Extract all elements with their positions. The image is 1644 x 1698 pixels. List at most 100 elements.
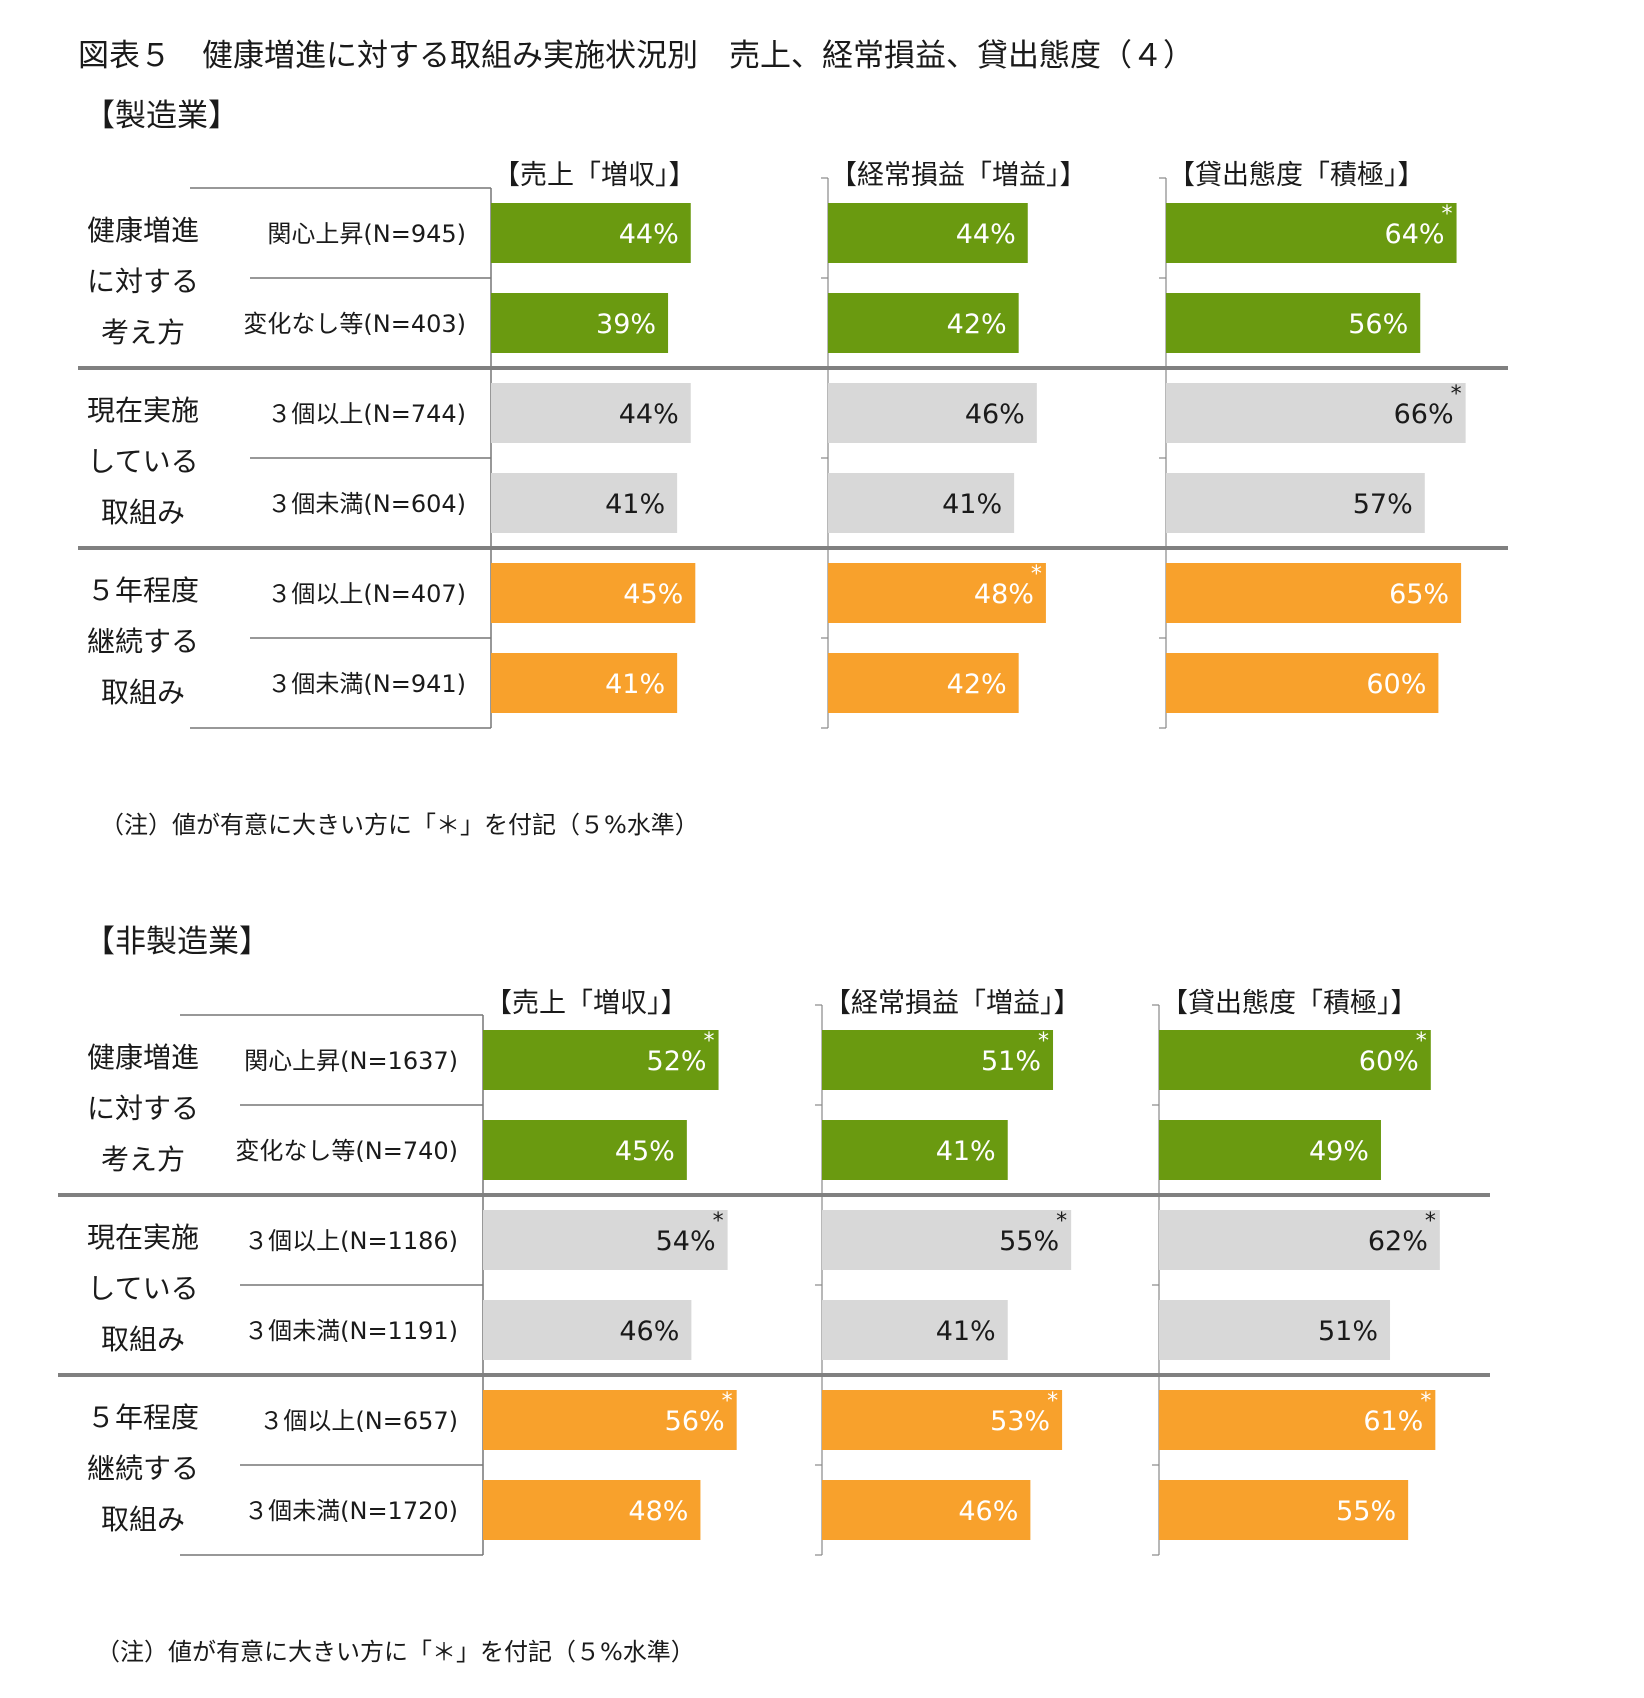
group-label-line: 取組み — [101, 1503, 185, 1536]
bar — [483, 1030, 719, 1090]
bar-value-label: 52% — [647, 1046, 707, 1077]
bar — [822, 1480, 1031, 1540]
bar — [822, 1030, 1054, 1090]
bar-value-label: 48% — [628, 1496, 688, 1527]
series-header-1: 【経常損益「増益」】 — [830, 160, 1087, 191]
bar-value-label: 56% — [665, 1406, 725, 1437]
group-label-line: している — [87, 445, 198, 478]
bar-value-label: 39% — [596, 309, 656, 340]
row-label: 関心上昇(N=1637) — [244, 1047, 458, 1075]
row-label: ３個以上(N=657) — [259, 1407, 458, 1435]
bar-value-label: 42% — [947, 309, 1007, 340]
note-manufacturing: （注）値が有意に大きい方に「＊」を付記（５%水準） — [100, 811, 699, 839]
note-non-manufacturing: （注）値が有意に大きい方に「＊」を付記（５%水準） — [96, 1638, 695, 1666]
section-title-non-manufacturing: 【非製造業】 — [84, 924, 270, 960]
significance-mark: * — [1451, 382, 1462, 407]
bar — [1159, 1300, 1391, 1360]
bar — [822, 1300, 1008, 1360]
bar — [1166, 293, 1421, 353]
row-label: ３個以上(N=744) — [267, 400, 466, 428]
row-label: 関心上昇(N=945) — [267, 220, 466, 248]
row-label: ３個未満(N=941) — [267, 670, 466, 698]
bar — [828, 653, 1019, 713]
bar — [491, 203, 691, 263]
bar-value-label: 57% — [1353, 489, 1413, 520]
bar-value-label: 56% — [1348, 309, 1408, 340]
bar — [828, 383, 1037, 443]
bar-value-label: 53% — [990, 1406, 1050, 1437]
bar-value-label: 45% — [623, 579, 683, 610]
series-header-2: 【貸出態度「積極」】 — [1161, 988, 1418, 1019]
bar — [1159, 1120, 1381, 1180]
significance-mark: * — [1442, 202, 1453, 227]
bar — [491, 653, 678, 713]
bar-value-label: 46% — [965, 399, 1025, 430]
bar-value-label: 54% — [656, 1226, 716, 1257]
significance-mark: * — [1031, 562, 1042, 587]
bar-value-label: 51% — [981, 1046, 1041, 1077]
bar — [491, 473, 678, 533]
bar — [828, 293, 1019, 353]
bar — [491, 293, 669, 353]
bar-value-label: 44% — [619, 219, 679, 250]
row-label: ３個未満(N=604) — [267, 490, 466, 518]
bar — [1166, 473, 1425, 533]
bar-value-label: 62% — [1368, 1226, 1428, 1257]
significance-mark: * — [1416, 1029, 1427, 1054]
group-label-line: 健康増進 — [87, 214, 199, 247]
bar — [483, 1210, 728, 1270]
bar-value-label: 51% — [1318, 1316, 1378, 1347]
bar — [491, 383, 691, 443]
group-label-line: ５年程度 — [87, 574, 199, 607]
bar — [1159, 1390, 1436, 1450]
group-label-line: 健康増進 — [87, 1041, 199, 1074]
bar-value-label: 60% — [1359, 1046, 1419, 1077]
significance-mark: * — [1420, 1389, 1431, 1414]
bar — [483, 1120, 687, 1180]
group-label-line: している — [87, 1272, 198, 1305]
row-label: ３個未満(N=1191) — [244, 1317, 458, 1345]
bar-value-label: 41% — [936, 1316, 996, 1347]
group-label-line: 継続する — [87, 625, 199, 658]
bar-value-label: 44% — [956, 219, 1016, 250]
bar-value-label: 41% — [605, 669, 665, 700]
bar-value-label: 66% — [1394, 399, 1454, 430]
group-label-line: 継続する — [87, 1452, 199, 1485]
bar — [1159, 1030, 1431, 1090]
bar — [828, 203, 1028, 263]
bar-value-label: 55% — [999, 1226, 1059, 1257]
bar-value-label: 65% — [1389, 579, 1449, 610]
bar — [1166, 653, 1439, 713]
row-label: 変化なし等(N=403) — [243, 310, 466, 338]
row-label: ３個以上(N=1186) — [244, 1227, 458, 1255]
bar — [828, 563, 1046, 623]
series-header-0: 【売上「増収」】 — [493, 160, 696, 191]
bar-value-label: 41% — [936, 1136, 996, 1167]
significance-mark: * — [1038, 1029, 1049, 1054]
bar — [1166, 563, 1462, 623]
series-header-0: 【売上「増収」】 — [485, 988, 688, 1019]
significance-mark: * — [1047, 1389, 1058, 1414]
bar — [822, 1120, 1008, 1180]
bar-value-label: 46% — [958, 1496, 1018, 1527]
bar-value-label: 44% — [619, 399, 679, 430]
bar — [1166, 383, 1466, 443]
group-label-line: 取組み — [101, 676, 185, 709]
bar-value-label: 64% — [1385, 219, 1445, 250]
bar-value-label: 60% — [1366, 669, 1426, 700]
series-header-2: 【貸出態度「積極」】 — [1168, 160, 1425, 191]
bar — [1159, 1480, 1409, 1540]
bar — [822, 1210, 1072, 1270]
bar-value-label: 48% — [974, 579, 1034, 610]
bar — [828, 473, 1015, 533]
row-label: ３個以上(N=407) — [267, 580, 466, 608]
row-label: ３個未満(N=1720) — [244, 1497, 458, 1525]
section-title-manufacturing: 【製造業】 — [84, 98, 239, 134]
group-label-line: 現在実施 — [87, 394, 199, 427]
group-label-line: 考え方 — [101, 1143, 185, 1176]
group-label-line: ５年程度 — [87, 1401, 199, 1434]
bar-value-label: 45% — [615, 1136, 675, 1167]
bar — [483, 1300, 692, 1360]
bar — [483, 1480, 701, 1540]
